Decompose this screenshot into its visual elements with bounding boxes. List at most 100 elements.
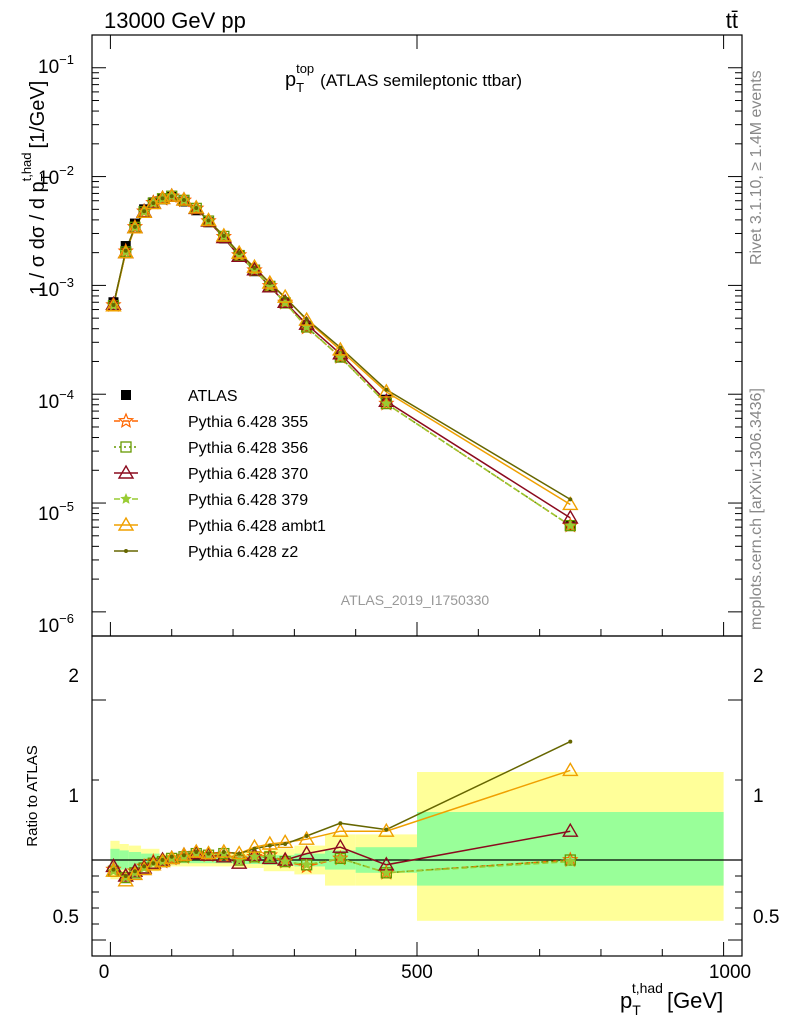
ratio-point-ambt1-17 xyxy=(378,822,395,837)
main-point-ambt1-11 xyxy=(230,244,248,259)
ratio-point-ambt1-11 xyxy=(230,845,248,860)
ratio-point-z2-18 xyxy=(568,739,573,744)
y-tick-label-1e-1: 10−1 xyxy=(38,52,74,78)
legend-marker-p370 xyxy=(117,464,135,479)
main-point-z2-0 xyxy=(111,303,116,308)
ratio-point-z2-9 xyxy=(206,851,211,856)
ratio-point-ambt1-16 xyxy=(332,822,349,837)
ratio-point-ambt1-13 xyxy=(261,835,279,850)
ratio-point-p379-12 xyxy=(248,850,261,862)
ratio-point-z2-1 xyxy=(123,874,128,878)
legend-label-z2: Pythia 6.428 z2 xyxy=(188,544,298,561)
ratio-point-p370-16 xyxy=(332,838,349,853)
ratio-point-z2-14 xyxy=(283,842,288,846)
ratio-point-ambt1-12 xyxy=(246,838,263,853)
main-title-symbol: p xyxy=(285,69,296,91)
ratio-point-z2-6 xyxy=(169,854,174,859)
y-tick-label-1e-4: 10−4 xyxy=(38,387,74,413)
main-point-ambt1-17 xyxy=(378,383,395,398)
ratio-tick-label-1-left: 1 xyxy=(68,786,79,807)
header-process-label: tt̄ xyxy=(726,8,738,33)
main-series-markers xyxy=(105,187,579,533)
ratio-point-ambt1-10 xyxy=(215,843,233,858)
main-point-ambt1-2 xyxy=(126,219,144,234)
main-title-sup: top xyxy=(296,61,314,76)
main-title: pTtop (ATLAS semileptonic ttbar) xyxy=(285,61,522,95)
ratio-point-z2-13 xyxy=(267,843,272,848)
main-point-z2-10 xyxy=(221,233,226,238)
main-point-ambt1-8 xyxy=(188,199,205,214)
ratio-uncertainty-bands xyxy=(110,772,724,921)
y-tick-label-1e-6: 10−6 xyxy=(38,611,74,637)
x-tick-label-1000: 1000 xyxy=(709,962,751,983)
main-point-p379-18 xyxy=(564,519,576,531)
ratio-y-tick-labels: 0.5 1 2 xyxy=(53,666,79,928)
ratio-point-z2-0 xyxy=(111,867,116,872)
y-tick-label-1e-2: 10−2 xyxy=(38,163,74,189)
ratio-point-ambt1-8 xyxy=(188,843,205,858)
ratio-point-ambt1-9 xyxy=(200,845,217,860)
legend-label-p356: Pythia 6.428 356 xyxy=(188,440,308,457)
analysis-id-label: ATLAS_2019_I1750330 xyxy=(341,592,490,608)
ratio-point-p370-13 xyxy=(261,850,279,865)
ratio-y-axis-label: Ratio to ATLAS xyxy=(24,745,41,846)
main-point-z2-13 xyxy=(267,281,272,286)
main-y-axis-label-sub: T xyxy=(38,173,53,181)
main-point-ambt1-12 xyxy=(246,258,263,273)
ratio-point-p370-12 xyxy=(246,846,263,861)
main-point-ambt1-1 xyxy=(117,244,134,259)
main-y-tick-labels: 10−1 10−2 10−3 10−4 10−5 10−6 xyxy=(38,52,74,637)
main-point-z2-5 xyxy=(160,196,165,201)
ratio-tick-label-2-right: 2 xyxy=(753,666,764,687)
main-point-ambt1-5 xyxy=(154,190,171,205)
ratio-plot-frame xyxy=(91,635,743,957)
ratio-point-z2-5 xyxy=(160,858,165,862)
y-tick-label-1e-5: 10−5 xyxy=(38,499,74,525)
main-title-sub: T xyxy=(296,80,304,95)
main-point-z2-11 xyxy=(237,251,242,256)
main-point-ambt1-16 xyxy=(332,341,349,356)
main-title-rest: (ATLAS semileptonic ttbar) xyxy=(320,71,522,90)
main-point-ambt1-0 xyxy=(105,297,122,312)
ratio-point-z2-2 xyxy=(132,869,137,874)
ratio-point-p379-11 xyxy=(233,854,245,865)
main-point-ambt1-15 xyxy=(298,311,315,326)
ratio-point-z2-16 xyxy=(338,821,343,826)
main-point-z2-15 xyxy=(304,317,309,322)
ratio-point-p379-13 xyxy=(264,850,276,862)
ratio-point-p370-15 xyxy=(298,845,315,860)
ratio-point-p370-10 xyxy=(215,848,233,863)
mcplots-label: mcplots.cern.ch [arXiv:1306.3436] xyxy=(748,388,765,630)
legend-marker-ambt1 xyxy=(117,516,135,531)
ratio-point-p379-17 xyxy=(380,866,392,878)
ratio-point-z2-17 xyxy=(384,827,389,832)
x-tick-label-500: 500 xyxy=(401,962,433,983)
main-point-z2-12 xyxy=(252,265,257,270)
main-point-p370-0 xyxy=(105,295,122,311)
ratio-point-p370-18 xyxy=(562,822,579,837)
ratio-point-ambt1-7 xyxy=(175,846,193,861)
x-axis-label: pTt,had [GeV] xyxy=(620,980,723,1018)
main-point-ambt1-3 xyxy=(135,203,153,218)
x-axis-label-symbol: p xyxy=(620,988,632,1013)
legend-label-p379: Pythia 6.428 379 xyxy=(188,492,308,509)
main-point-z2-16 xyxy=(338,345,343,350)
main-point-ambt1-18 xyxy=(562,496,579,511)
main-point-p379-17 xyxy=(380,397,392,409)
main-point-z2-4 xyxy=(151,201,156,206)
ratio-point-z2-11 xyxy=(237,851,242,856)
ratio-point-p379-15 xyxy=(300,858,313,870)
main-point-z2-1 xyxy=(123,248,128,253)
ratio-point-p379-18 xyxy=(564,855,576,867)
main-point-z2-2 xyxy=(132,224,137,229)
main-point-ambt1-13 xyxy=(261,274,279,289)
ratio-tick-label-0.5-left: 0.5 xyxy=(53,907,79,928)
ratio-point-z2-7 xyxy=(181,853,186,858)
legend-marker-p356 xyxy=(120,441,132,453)
main-y-axis-label: 1 / σ dσ / d pTt,had [1/GeV] xyxy=(19,81,53,295)
ratio-point-z2-4 xyxy=(151,861,156,866)
ratio-tick-label-1-right: 1 xyxy=(753,786,764,807)
ratio-point-ambt1-14 xyxy=(276,834,294,849)
main-point-ambt1-6 xyxy=(163,187,180,202)
main-point-z2-14 xyxy=(283,295,288,300)
